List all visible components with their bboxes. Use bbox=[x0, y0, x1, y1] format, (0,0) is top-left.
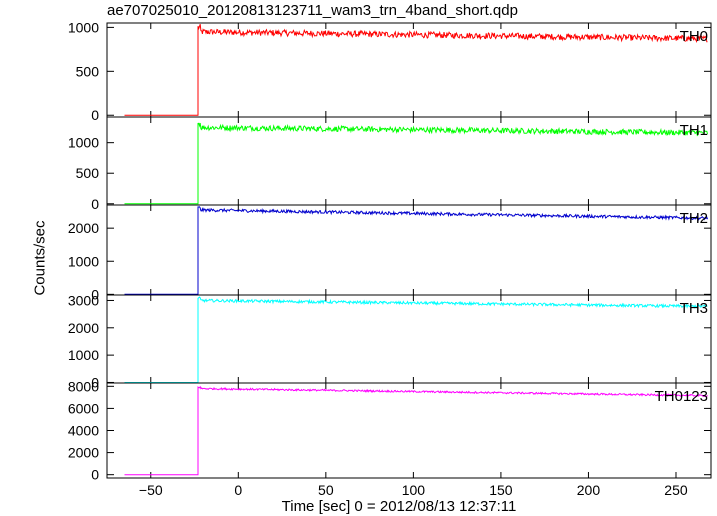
series-label: TH2 bbox=[680, 210, 708, 227]
y-tick-label: 1000 bbox=[68, 135, 99, 151]
y-tick-label: 2000 bbox=[68, 220, 99, 236]
x-tick-label: 100 bbox=[402, 482, 426, 498]
y-tick-label: 1000 bbox=[68, 19, 99, 35]
y-tick-label: 500 bbox=[76, 165, 100, 181]
series-line-th3 bbox=[124, 296, 708, 383]
panel-th0: 0 500 1000 TH0 bbox=[68, 19, 712, 123]
panel-th0123: 0 2000 4000 6000 8000 −50 0 50 100 150 200 250 TH012… bbox=[68, 378, 712, 498]
x-axis-label: Time [sec] 0 = 2012/08/13 12:37:11 bbox=[281, 498, 517, 515]
y-tick-label: 0 bbox=[91, 286, 99, 302]
x-tick-label: 200 bbox=[577, 482, 601, 498]
y-tick-label: 2000 bbox=[68, 445, 99, 461]
y-tick-label: 3000 bbox=[68, 292, 99, 308]
y-tick-label: 500 bbox=[76, 63, 100, 79]
series-line-th1 bbox=[124, 122, 708, 205]
panel-th1: 0 500 1000 TH1 bbox=[68, 116, 712, 212]
x-tick-label: 250 bbox=[664, 482, 688, 498]
series-label: TH0 bbox=[680, 28, 708, 45]
y-tick-label: 8000 bbox=[68, 378, 99, 394]
x-tick-label: 0 bbox=[234, 482, 242, 498]
series-label: TH1 bbox=[680, 122, 708, 139]
y-tick-label: 1000 bbox=[68, 347, 99, 363]
x-tick-label: −50 bbox=[139, 482, 163, 498]
panel-th2: 0 1000 2000 TH2 bbox=[68, 204, 712, 302]
x-tick-label: 50 bbox=[318, 482, 334, 498]
y-tick-label: 1000 bbox=[68, 253, 99, 269]
y-tick-label: 0 bbox=[91, 107, 99, 123]
series-line-th0123 bbox=[124, 385, 708, 476]
y-tick-label: 2000 bbox=[68, 320, 99, 336]
series-line-th0 bbox=[124, 24, 708, 116]
series-label: TH3 bbox=[680, 300, 708, 317]
y-tick-label: 4000 bbox=[68, 423, 99, 439]
y-tick-label: 0 bbox=[91, 196, 99, 212]
y-tick-label: 6000 bbox=[68, 400, 99, 416]
x-tick-label: 150 bbox=[489, 482, 513, 498]
chart-title: ae707025010_20120813123711_wam3_trn_4ban… bbox=[107, 2, 518, 19]
series-line-th2 bbox=[124, 206, 708, 295]
y-tick-label: 0 bbox=[91, 374, 99, 390]
panel-th3: 0 1000 2000 3000 TH3 bbox=[68, 292, 712, 390]
series-label: TH0123 bbox=[655, 388, 708, 405]
y-tick-label: 0 bbox=[91, 467, 99, 483]
